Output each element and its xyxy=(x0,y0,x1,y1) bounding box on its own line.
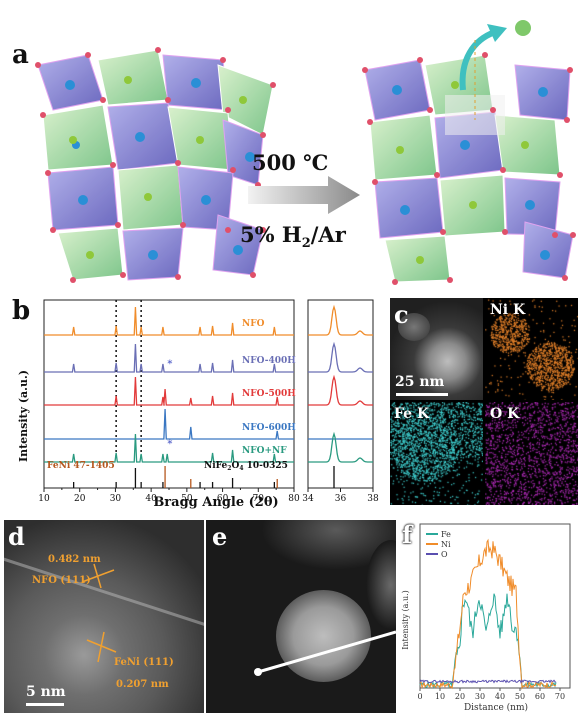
xrd-series-nfo-400h xyxy=(44,343,294,373)
xrd-zoom-plot: 34 36 38 xyxy=(302,299,379,504)
xrd-series-nfo xyxy=(44,306,294,336)
xrd-zoom-series-0 xyxy=(308,304,373,336)
xrd-star-1: * xyxy=(167,439,172,450)
xrd-xtick-label-50: 50 xyxy=(181,494,193,504)
legend-o: O xyxy=(441,550,448,559)
xrd-xtick-label-30: 30 xyxy=(110,494,122,504)
panel-e-label: e xyxy=(212,522,228,551)
linescan-xlabel: Distance (nm) xyxy=(464,702,528,713)
crystal-structure-pristine xyxy=(35,47,276,283)
fe-map xyxy=(390,402,483,505)
haadf-linescan-image: e xyxy=(206,520,396,713)
plane-feni: FeNi (111) xyxy=(114,657,174,668)
xrd-label-nfo: NFO xyxy=(242,319,265,329)
linescan-frame xyxy=(419,523,571,689)
xrd-xtick-label-40: 40 xyxy=(145,494,157,504)
ref-nfo-sub1: 2 xyxy=(227,465,231,472)
xrd-label-nfo+nf: NFO+NF xyxy=(242,446,287,456)
plane-nfo: NFO (111) xyxy=(32,575,91,586)
d-spacing-feni: 0.207 nm xyxy=(116,679,169,690)
xrd-xtick-label-80: 80 xyxy=(288,494,300,504)
linescan-plot: 0 10 20 30 40 50 60 70 xyxy=(417,523,571,701)
xrd-zoom-series-2 xyxy=(308,374,373,406)
linescan-series-o xyxy=(419,679,557,684)
xrd-chart: NFO NFO-400H NFO-500H NFO-600H NFO+NF * * FeNi … xyxy=(17,299,379,510)
gas-subscript: 2 xyxy=(301,236,311,252)
xrd-main-plot: NFO NFO-400H NFO-500H NFO-600H NFO+NF * * FeNi … xyxy=(38,299,300,504)
xrd-label-nfo-600h: NFO-600H xyxy=(242,423,296,433)
linescan-path xyxy=(254,630,396,676)
legend-fe: Fe xyxy=(441,530,451,539)
reaction-condition-gas: 5% H2/Ar xyxy=(240,222,346,251)
panel-d-label: d xyxy=(8,522,25,551)
xrd-xtick-label-70: 70 xyxy=(253,494,265,504)
xrd-zoom-series-4 xyxy=(308,431,373,463)
linescan-chart: 0 10 20 30 40 50 60 70 Intensity (a.u.) Distanc… xyxy=(401,523,571,713)
xrd-zoom-xtick-label-38: 38 xyxy=(367,494,379,504)
xrd-series-nfo-500h xyxy=(44,376,294,406)
ref-nfo-mid: O xyxy=(231,461,239,471)
scale-bar-c xyxy=(396,393,448,396)
linescan-xtick-label-50: 50 xyxy=(515,692,525,701)
xrd-zoom-series-1 xyxy=(308,341,373,373)
scale-bar-c-text: 25 nm xyxy=(395,374,445,390)
xrd-star-0: * xyxy=(167,359,172,370)
xrd-zoom-xtick-label-36: 36 xyxy=(335,494,347,504)
scale-bar-d xyxy=(26,703,64,706)
linescan-xtick-label-20: 20 xyxy=(455,692,465,701)
linescan-xtick-label-60: 60 xyxy=(535,692,545,701)
xrd-label-nfo-500h: NFO-500H xyxy=(242,389,296,399)
scale-bar-d-text: 5 nm xyxy=(26,684,66,700)
xrd-xtick-label-10: 10 xyxy=(38,494,50,504)
linescan-xtick-label-30: 30 xyxy=(475,692,485,701)
xrd-series-nfo+nf xyxy=(44,433,294,463)
gas-suffix: /Ar xyxy=(310,222,346,247)
ref-nfo-label: NiFe2O4 10-0325 xyxy=(204,461,288,472)
ref-nfo-suffix: 10-0325 xyxy=(244,461,288,471)
linescan-xtick-label-0: 0 xyxy=(417,692,422,701)
crystal-structure-reduced xyxy=(362,20,576,285)
linescan-xtick-label-10: 10 xyxy=(435,692,445,701)
ni-map xyxy=(485,298,578,400)
panel-c-label: c xyxy=(394,300,409,329)
reaction-arrow xyxy=(248,176,360,214)
xrd-zoom-xtick-label-34: 34 xyxy=(302,494,314,504)
xrd-label-nfo-400h: NFO-400H xyxy=(242,356,296,366)
lattice-marks xyxy=(81,563,117,663)
o-map-label: O K xyxy=(490,406,520,422)
linescan-series-fe xyxy=(419,593,557,690)
linescan-series-ni xyxy=(419,538,557,690)
d-spacing-nfo: 0.482 nm xyxy=(48,554,101,565)
xrd-xtick-label-60: 60 xyxy=(217,494,229,504)
xrd-ylabel: Intensity (a.u.) xyxy=(17,370,30,462)
fe-map-label: Fe K xyxy=(394,406,430,422)
ref-feni-label: FeNi 47-1405 xyxy=(47,461,115,471)
xrd-xlabel: Bragg Angle (2θ) xyxy=(153,495,278,510)
linescan-xtick-label-70: 70 xyxy=(555,692,565,701)
ref-nfo-sub2: 4 xyxy=(239,465,243,472)
o-map xyxy=(485,402,578,505)
gas-prefix: 5% H xyxy=(240,222,302,247)
linescan-legend: Fe Ni O xyxy=(426,530,451,559)
reaction-condition-temp: 500 ℃ xyxy=(252,150,329,175)
eds-map-grid: c 25 nm Ni K Fe K O K xyxy=(390,298,578,505)
linescan-xtick-label-40: 40 xyxy=(495,692,505,701)
haadf-particle xyxy=(398,313,430,341)
ni-map-label: Ni K xyxy=(490,302,526,318)
panel-b-label: b xyxy=(12,296,31,326)
hrtem-image: d 0.482 nm NFO (111) FeNi (111) 0.207 nm… xyxy=(4,520,204,713)
particle-large xyxy=(276,590,371,682)
xrd-series-nfo-600h xyxy=(44,408,294,440)
legend-ni: Ni xyxy=(441,540,451,549)
xrd-xtick-label-20: 20 xyxy=(74,494,86,504)
panel-a-label: a xyxy=(12,40,29,70)
linescan-ylabel: Intensity (a.u.) xyxy=(401,590,410,650)
panel-f-label: f xyxy=(402,520,413,549)
linescan-panel: 0 10 20 30 40 50 60 70 Intensity (a.u.) Distanc… xyxy=(398,520,578,713)
